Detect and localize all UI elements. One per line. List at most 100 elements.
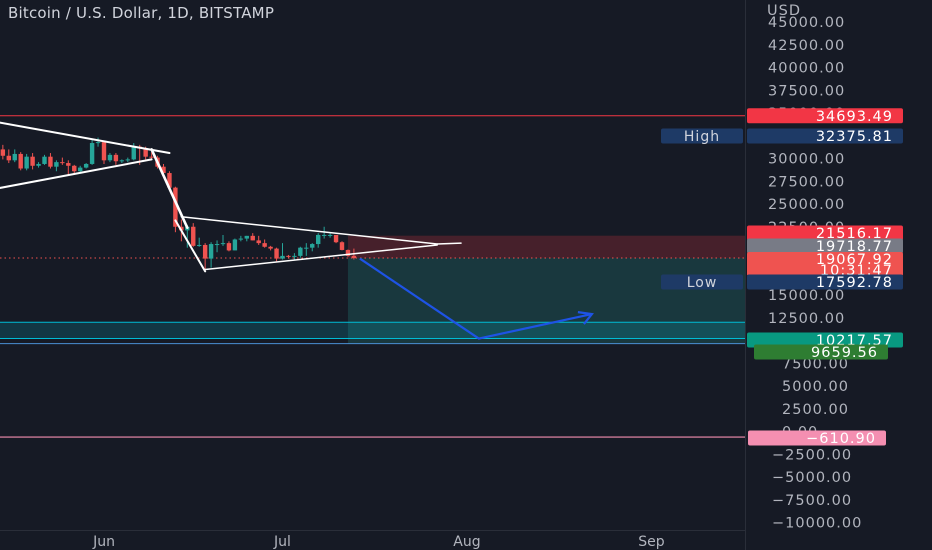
candle: [232, 238, 238, 251]
stop-loss-zone: [347, 235, 745, 258]
candle-body: [256, 240, 261, 244]
take-profit-zone: [347, 257, 745, 344]
candle-body: [161, 166, 166, 174]
support-band: [0, 322, 745, 339]
time-axis: Jun Jul Aug Sep: [0, 530, 745, 550]
candle: [36, 162, 41, 168]
candle: [286, 254, 291, 259]
stop-badge: 21516.17: [747, 225, 903, 242]
candle: [66, 160, 71, 175]
candle: [72, 164, 77, 174]
candle-body: [12, 153, 17, 161]
last-price-text: 19067.92: [816, 252, 893, 268]
candle: [220, 234, 226, 246]
candle-body: [179, 226, 184, 231]
candle-body: [83, 163, 89, 168]
high-badge-bg: [747, 128, 903, 144]
candle-body: [298, 247, 303, 256]
low-badge-text: 17592.78: [816, 275, 893, 291]
candle: [197, 237, 202, 247]
current-badge-text: 19718.77: [816, 239, 893, 255]
candle-body: [167, 173, 172, 188]
candle: [310, 243, 315, 252]
candlestick-series: [0, 137, 357, 272]
candle-body: [95, 142, 101, 144]
resistance-badge-bg: [747, 108, 903, 124]
y-tick-label: 42500.00: [768, 38, 845, 54]
candle-body: [101, 142, 107, 161]
candle-body: [191, 226, 196, 246]
candle: [6, 149, 11, 164]
x-tick-label: Aug: [453, 534, 480, 550]
low-label-tag-bg: [661, 274, 743, 290]
candle: [54, 160, 59, 172]
last-price-badge-bg: [747, 252, 903, 276]
resistance-badge-text: 34693.49: [816, 109, 893, 125]
candle: [113, 153, 119, 165]
candle: [48, 153, 53, 169]
high-label-tag: High: [661, 128, 743, 145]
high-badge: 32375.81: [747, 128, 903, 145]
y-tick-label: 45000.00: [768, 15, 845, 31]
candle-body: [6, 155, 11, 161]
candle-body: [208, 244, 214, 259]
y-tick-label: 40000.00: [768, 61, 845, 77]
candle: [274, 247, 279, 262]
high-label-tag-text: High: [684, 129, 720, 145]
y-tick-label: 5000.00: [782, 379, 849, 395]
candle-body: [286, 255, 291, 257]
candle: [256, 235, 261, 245]
bottom-badge: −610.90: [748, 430, 886, 447]
candle-body: [226, 243, 232, 251]
candle-body: [24, 156, 29, 169]
candle: [333, 234, 339, 244]
bottom-badge-bg: [748, 430, 886, 446]
candle-body: [339, 242, 345, 250]
triangle-upper-line: [0, 121, 171, 155]
candle-body: [197, 244, 202, 246]
triangle-lower-line: [0, 158, 153, 189]
candle: [191, 223, 196, 247]
target2-badge-bg: [754, 344, 888, 360]
low-badge: 17592.78: [747, 274, 903, 291]
chart-title: Bitcoin / U.S. Dollar, 1D, BITSTAMP: [8, 4, 275, 22]
candle-body: [304, 247, 309, 249]
candle-body: [60, 162, 65, 164]
candle: [268, 245, 273, 251]
trade-zones: [0, 235, 745, 344]
target2-badge: 9659.56: [754, 344, 888, 361]
price-badges: 34693.49 32375.81 21516.1719718.7719067.92…: [661, 108, 903, 447]
candle-body: [143, 148, 148, 157]
breakdown-line-2: [174, 219, 207, 273]
current-badge-bg: [747, 238, 903, 254]
candle: [214, 240, 220, 253]
y-tick-label: −7500.00: [772, 493, 852, 509]
candle: [202, 243, 208, 272]
candle: [226, 241, 232, 252]
y-tick-label: −2500.00: [772, 447, 852, 463]
x-tick-label: Jun: [92, 534, 115, 550]
y-tick-label: −5000.00: [772, 470, 852, 486]
projection-arrowhead-icon: [577, 311, 594, 325]
candle: [89, 138, 95, 165]
candle: [78, 165, 83, 173]
candle: [238, 235, 244, 242]
candle-body: [42, 156, 47, 164]
candle-body: [316, 234, 321, 245]
candle-body: [30, 156, 35, 166]
candle: [304, 243, 309, 256]
low-label-tag: Low: [661, 274, 743, 291]
candle-body: [202, 244, 208, 259]
candle-body: [351, 255, 357, 258]
y-tick-label: 25000.00: [768, 197, 845, 213]
x-tick-label: Sep: [638, 534, 665, 550]
breakdown-line: [150, 148, 189, 229]
candle: [42, 154, 47, 165]
y-tick-label: 27500.00: [768, 174, 845, 190]
candle-body: [36, 163, 41, 166]
target2-badge-text: 9659.56: [811, 345, 878, 361]
candle-body: [214, 244, 220, 246]
candle-body: [119, 160, 125, 162]
y-tick-label: 2500.00: [782, 402, 849, 418]
